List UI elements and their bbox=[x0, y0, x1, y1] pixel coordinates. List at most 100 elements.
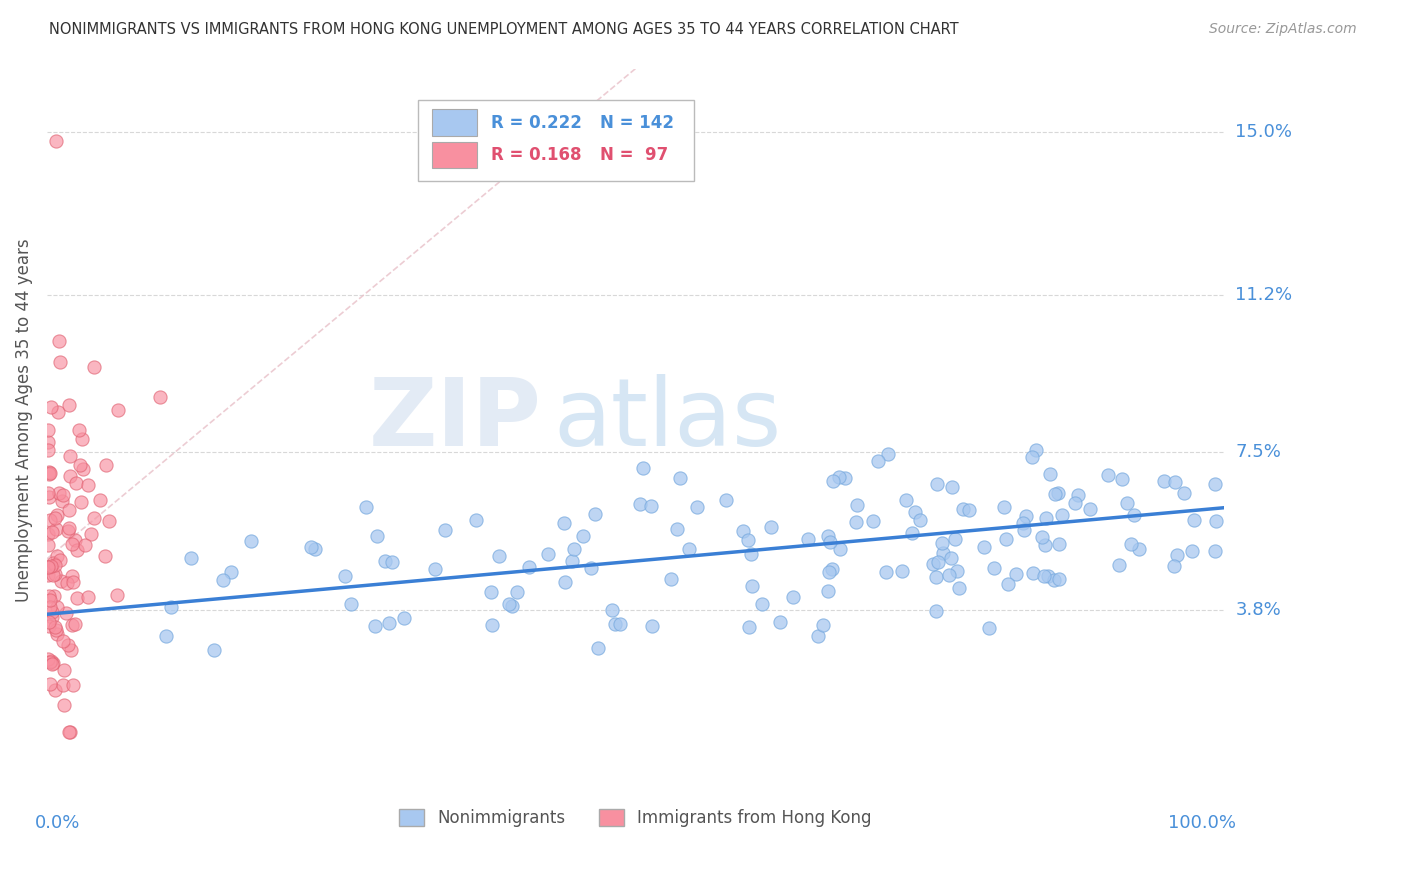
Point bbox=[834, 471, 856, 485]
Legend: Nonimmigrants, Immigrants from Hong Kong: Nonimmigrants, Immigrants from Hong Kong bbox=[392, 803, 879, 834]
Point bbox=[77, 477, 100, 491]
Point bbox=[501, 599, 523, 614]
Point bbox=[1042, 573, 1064, 587]
Point bbox=[751, 598, 773, 612]
Point bbox=[364, 619, 387, 633]
Point bbox=[659, 572, 682, 586]
Point bbox=[603, 616, 626, 631]
Point bbox=[41, 524, 63, 539]
FancyBboxPatch shape bbox=[418, 100, 695, 181]
Point bbox=[219, 565, 242, 579]
Text: N =  97: N = 97 bbox=[600, 146, 668, 164]
Point bbox=[678, 541, 700, 556]
Point bbox=[927, 477, 949, 491]
Point bbox=[1164, 475, 1187, 490]
Point bbox=[945, 564, 967, 578]
Point bbox=[38, 677, 60, 691]
Point bbox=[830, 541, 852, 556]
Point bbox=[38, 513, 60, 527]
Point bbox=[37, 442, 59, 457]
Point bbox=[1035, 511, 1057, 525]
Point bbox=[579, 561, 602, 575]
Point bbox=[58, 449, 80, 463]
Point bbox=[340, 597, 363, 611]
Point bbox=[894, 492, 917, 507]
Point bbox=[932, 546, 955, 560]
Point bbox=[65, 591, 87, 605]
Point bbox=[572, 529, 595, 543]
Point bbox=[37, 567, 59, 582]
Text: 0.0%: 0.0% bbox=[35, 814, 80, 832]
Point bbox=[925, 570, 948, 584]
Point bbox=[1123, 508, 1146, 522]
Point bbox=[52, 698, 75, 713]
Point bbox=[69, 458, 91, 473]
Point bbox=[44, 566, 66, 581]
Text: R = 0.222: R = 0.222 bbox=[491, 113, 582, 132]
Point bbox=[600, 603, 623, 617]
Point bbox=[304, 542, 326, 557]
Point bbox=[938, 567, 960, 582]
Point bbox=[931, 536, 953, 550]
Point bbox=[1181, 544, 1204, 558]
Point bbox=[180, 551, 202, 566]
Point bbox=[52, 633, 75, 648]
Point bbox=[1067, 488, 1090, 502]
Point bbox=[41, 605, 63, 619]
Point bbox=[107, 402, 129, 417]
Point bbox=[817, 528, 839, 542]
Point bbox=[59, 725, 82, 739]
Point bbox=[37, 559, 59, 574]
Point bbox=[1097, 468, 1119, 483]
Point bbox=[299, 540, 322, 554]
Point bbox=[862, 514, 884, 528]
Point bbox=[39, 559, 62, 574]
Point bbox=[609, 617, 631, 632]
Point bbox=[1012, 523, 1035, 537]
Point bbox=[77, 591, 100, 605]
Point bbox=[973, 540, 995, 554]
Point bbox=[46, 405, 69, 419]
Point bbox=[63, 533, 86, 547]
Point bbox=[45, 624, 67, 638]
Point bbox=[38, 467, 60, 482]
Point bbox=[740, 547, 762, 561]
Point bbox=[45, 134, 67, 148]
Text: Source: ZipAtlas.com: Source: ZipAtlas.com bbox=[1209, 22, 1357, 37]
Point bbox=[434, 524, 457, 538]
Point bbox=[70, 433, 93, 447]
Point bbox=[952, 501, 974, 516]
Point bbox=[155, 629, 177, 643]
Point bbox=[381, 556, 404, 570]
Point bbox=[1108, 558, 1130, 573]
Point bbox=[891, 564, 914, 578]
Point bbox=[817, 565, 839, 579]
Point bbox=[83, 359, 105, 374]
Point bbox=[1033, 569, 1056, 583]
Text: N = 142: N = 142 bbox=[600, 113, 675, 132]
Point bbox=[479, 585, 502, 599]
Point bbox=[481, 617, 503, 632]
Point bbox=[1047, 485, 1070, 500]
Point bbox=[53, 663, 76, 677]
Point bbox=[105, 588, 128, 602]
Point bbox=[49, 552, 72, 566]
Point bbox=[845, 499, 868, 513]
Point bbox=[1005, 566, 1028, 581]
Point bbox=[58, 524, 80, 538]
Point bbox=[741, 579, 763, 593]
Point bbox=[817, 584, 839, 599]
Point bbox=[42, 656, 65, 670]
Point bbox=[38, 593, 60, 607]
Point bbox=[37, 538, 59, 552]
Point bbox=[1045, 487, 1067, 501]
Point bbox=[42, 567, 65, 582]
Text: 15.0%: 15.0% bbox=[1236, 123, 1292, 142]
Point bbox=[58, 398, 80, 412]
Point bbox=[877, 447, 900, 461]
Point bbox=[51, 493, 73, 508]
Point bbox=[733, 524, 755, 538]
Point bbox=[48, 334, 70, 349]
Point bbox=[60, 569, 83, 583]
Point bbox=[49, 355, 72, 369]
